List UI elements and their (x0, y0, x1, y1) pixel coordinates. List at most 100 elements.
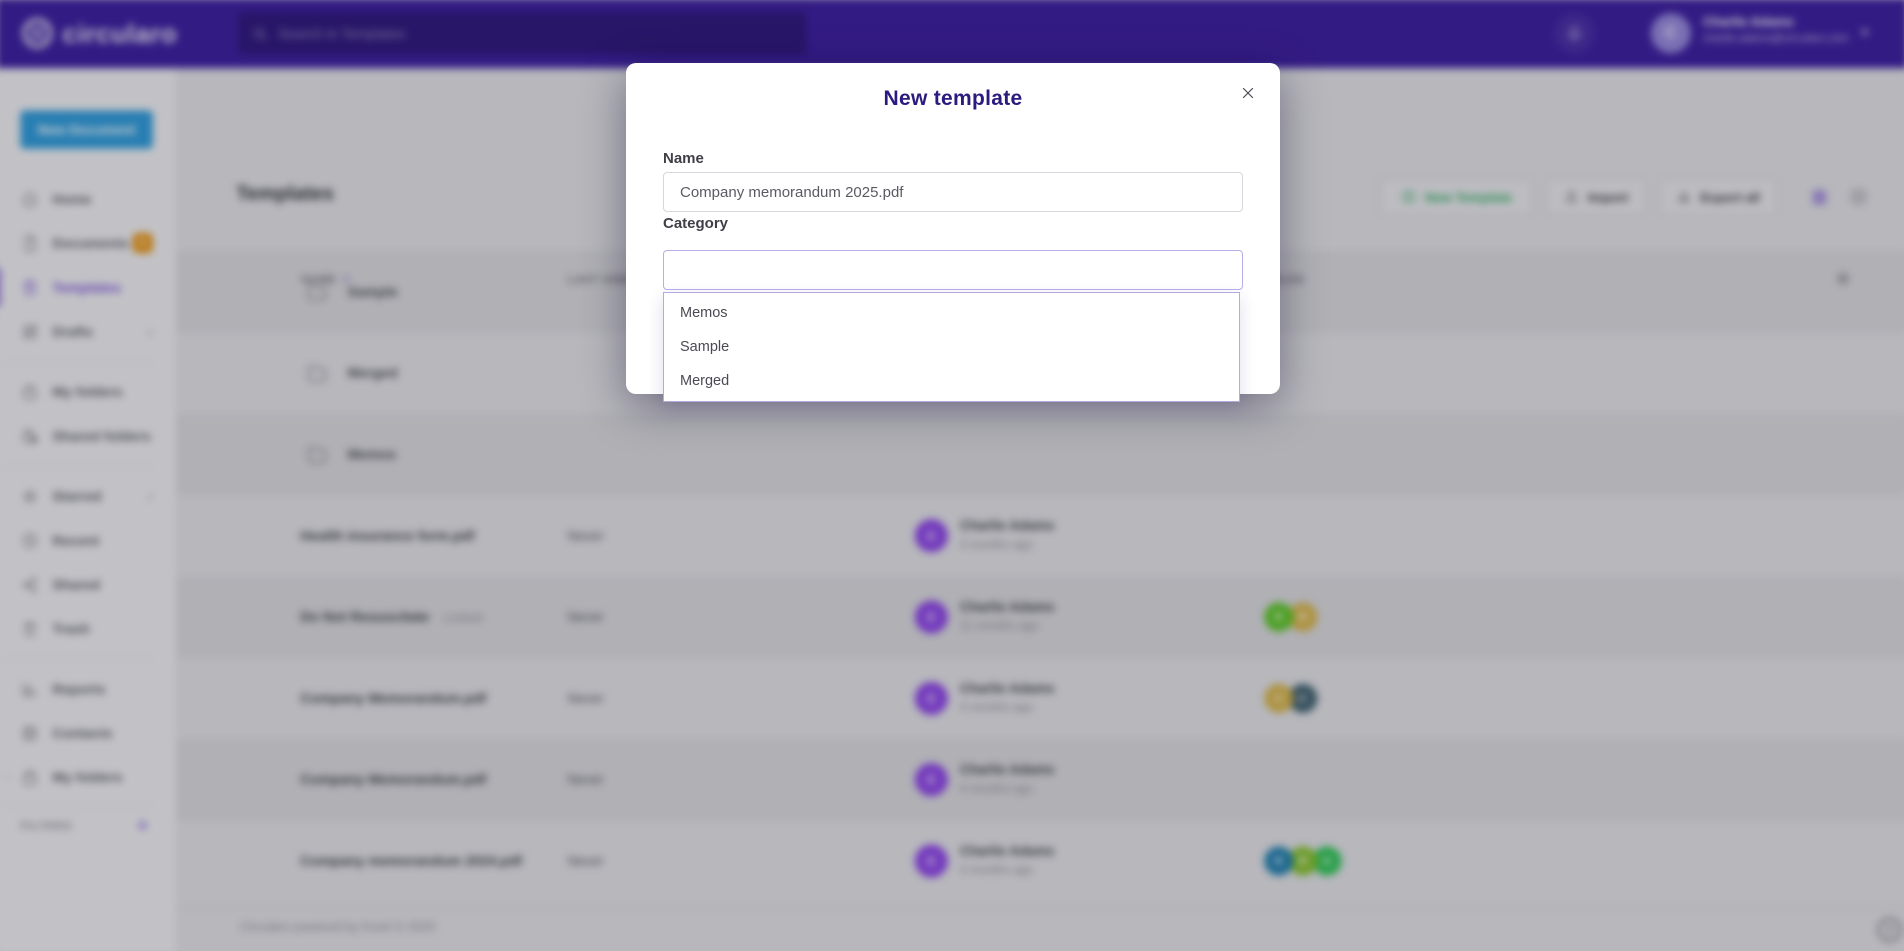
grid-view-toggle[interactable] (1849, 187, 1869, 207)
role-badge: R (1264, 846, 1294, 876)
count-badge: 6 (132, 233, 153, 254)
owner-name: Charlie Adams (960, 762, 1055, 778)
folder-row[interactable]: Memos (177, 414, 1904, 495)
sidebar-item-label: Starred (52, 488, 102, 505)
new-document-button[interactable]: New Document (20, 110, 153, 149)
modified-time: 4 months ago (960, 699, 1034, 714)
sidebar-item-shared-folders[interactable]: Shared folders (0, 414, 177, 458)
folder-bag-icon (20, 382, 39, 401)
home-icon (20, 189, 39, 208)
role-badge: C (1288, 683, 1318, 713)
close-icon (1239, 84, 1257, 102)
chevron-right-icon: › (147, 487, 153, 505)
owner-avatar: C (914, 844, 948, 878)
modal-title: New template (883, 87, 1023, 110)
user-email: charlie.adams@circularo.com (1702, 32, 1849, 45)
sidebar-divider (6, 806, 153, 808)
sidebar-item-label: Recent (52, 532, 100, 549)
new-template-icon (1401, 189, 1417, 205)
notifications-button[interactable] (1554, 13, 1595, 54)
template-name-input[interactable] (663, 172, 1243, 212)
sidebar-divider (6, 464, 153, 466)
folder-bag-icon (20, 768, 39, 787)
category-field-label: Category (663, 215, 729, 232)
modal-close-button[interactable] (1234, 79, 1262, 107)
owner-name: Charlie Adams (960, 843, 1055, 859)
template-row[interactable]: Health insurance form.pdf Never C Charlie A… (177, 495, 1904, 576)
import-button[interactable]: Import (1545, 177, 1647, 216)
sidebar-item-my-folders[interactable]: My folders (0, 370, 177, 414)
sidebar-item-label: My folders (52, 383, 123, 400)
sidebar-item-label: Trash (52, 620, 90, 637)
export-all-button[interactable]: Export all (1658, 177, 1778, 216)
chevron-right-icon: › (147, 322, 153, 340)
last-used-value: Never (567, 609, 604, 625)
search-input[interactable] (278, 25, 794, 42)
list-view-toggle[interactable] (1809, 187, 1829, 207)
modified-time: 11 months ago (960, 618, 1039, 633)
circularo-logo-icon (20, 16, 54, 50)
modified-time: 4 months ago (960, 862, 1034, 877)
new-template-button[interactable]: New Template (1379, 177, 1534, 216)
template-row[interactable]: Company Memorandum.pdf Never C Charlie Adam… (177, 739, 1904, 820)
sidebar-item-label: Documents (52, 235, 129, 252)
last-used-value: Never (567, 853, 604, 869)
sidebar-item-documents[interactable]: Documents 6 (0, 221, 177, 265)
category-dropdown: Memos Sample Merged (663, 292, 1240, 402)
sidebar-item-my-folders[interactable]: › My folders (0, 755, 177, 799)
sidebar-item-contacts[interactable]: Contacts (0, 711, 177, 755)
role-badge: R (1264, 602, 1294, 632)
search-bar (238, 12, 807, 55)
template-row[interactable]: Company memorandum 2024.pdf Never C Charlie… (177, 820, 1904, 901)
list-view-icon (1809, 187, 1829, 207)
sidebar-item-templates[interactable]: Templates (0, 265, 177, 309)
document-icon (20, 234, 39, 253)
chevron-down-icon[interactable]: ▾ (1861, 24, 1869, 40)
folder-row[interactable]: Merged (177, 332, 1904, 413)
template-row[interactable]: Company Memorandum.pdf Never C Charlie Adam… (177, 658, 1904, 739)
user-menu[interactable]: Charlie Adams charlie.adams@circularo.co… (1703, 14, 1864, 44)
dropdown-option-memos[interactable]: Memos (680, 305, 728, 321)
sidebar-item-reports[interactable]: Reports (0, 667, 177, 711)
sidebar-item-shared[interactable]: Shared (0, 562, 177, 606)
clock-icon (20, 531, 39, 550)
last-used-value: Never (567, 690, 604, 706)
column-header-last-used[interactable]: LAST USED (567, 274, 636, 287)
sidebar-item-recent[interactable]: Recent (0, 518, 177, 562)
brand-name: circularo (62, 17, 178, 48)
dropdown-option-sample[interactable]: Sample (680, 339, 730, 355)
sidebar-item-label: Shared (52, 576, 101, 593)
locked-tag: Locked (443, 610, 483, 625)
column-header-name[interactable]: NAME ▼ (301, 274, 351, 286)
help-icon[interactable]: ? (1877, 917, 1902, 942)
user-avatar[interactable]: C (1650, 13, 1691, 54)
new-template-label: New Template (1425, 189, 1512, 205)
sidebar-item-label: Shared folders (52, 427, 151, 444)
add-filter-button[interactable] (135, 817, 153, 835)
sidebar-item-starred[interactable]: Starred › (0, 474, 177, 518)
drafts-icon (20, 322, 39, 341)
folder-row[interactable]: Sample (177, 251, 1904, 332)
template-name: Do Not Resuscitate Locked (300, 608, 483, 625)
template-row[interactable]: Do Not Resuscitate Locked Never C Charlie Ad… (177, 576, 1904, 657)
footer-text: Circularo powered by Korel © 2025 (240, 919, 436, 934)
modified-time: 4 months ago (960, 781, 1034, 796)
template-name: Company Memorandum.pdf (300, 771, 487, 788)
brand-logo[interactable]: circularo (20, 16, 177, 50)
role-badge: C (1264, 683, 1294, 713)
folder-name: Merged (347, 364, 398, 381)
dropdown-option-merged[interactable]: Merged (680, 373, 730, 389)
contacts-icon (20, 723, 39, 742)
sidebar-item-drafts[interactable]: Drafts › (0, 309, 177, 353)
export-all-label: Export all (1700, 189, 1760, 205)
owner-avatar: C (914, 519, 948, 553)
sidebar-item-trash[interactable]: Trash (0, 607, 177, 651)
page-title: Templates (236, 182, 334, 205)
sidebar-item-home[interactable]: Home (0, 177, 177, 221)
template-name: Company memorandum 2024.pdf (300, 852, 523, 869)
table-settings-button[interactable] (1835, 270, 1852, 287)
category-input[interactable] (663, 250, 1243, 290)
